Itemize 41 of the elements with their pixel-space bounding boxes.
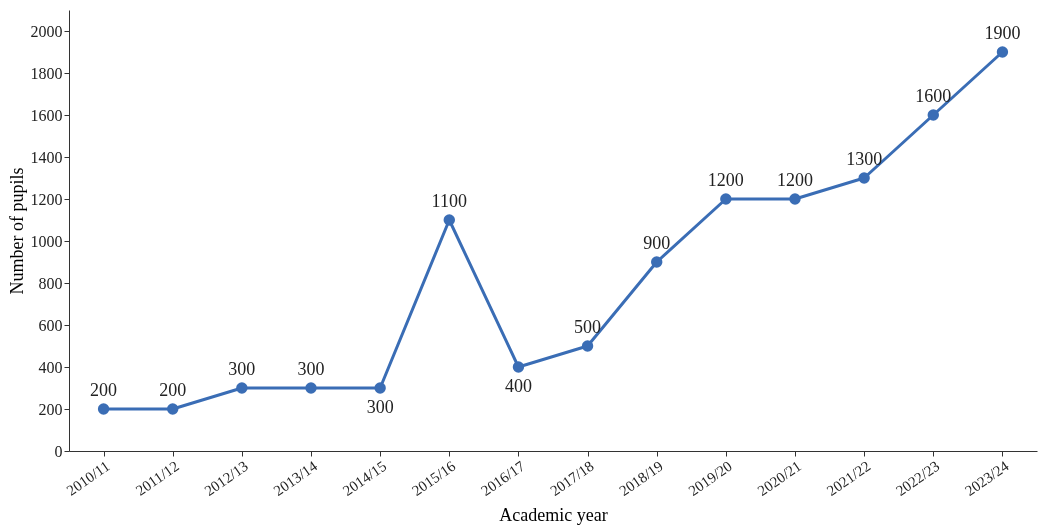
point [236, 382, 248, 394]
point [305, 382, 317, 394]
point [167, 403, 179, 415]
data-label: 200 [159, 380, 187, 400]
y-tick-label: 2000 [30, 22, 63, 40]
data-label: 900 [643, 233, 671, 253]
y-tick-label: 200 [38, 400, 63, 418]
point [720, 193, 732, 205]
point [651, 256, 663, 268]
y-tick-label: 1400 [30, 148, 63, 166]
data-label: 1600 [915, 86, 952, 106]
data-label: 300 [228, 359, 256, 379]
y-tick-label: 600 [38, 316, 63, 334]
point [927, 109, 939, 121]
point [443, 214, 455, 226]
data-label: 300 [366, 397, 394, 417]
point [581, 340, 594, 352]
y-tick-label: 1200 [30, 190, 63, 208]
data-label: 1200 [777, 170, 813, 190]
y-tick-label: 0 [54, 442, 63, 460]
point [97, 403, 110, 415]
y-tick-label: 1600 [30, 106, 63, 124]
point [374, 382, 386, 394]
y-tick-label: 400 [38, 358, 63, 376]
data-label: 1900 [984, 23, 1021, 43]
y-tick-label: 800 [38, 274, 63, 292]
y-tick-label: 1800 [30, 64, 63, 82]
data-label: 400 [504, 376, 532, 396]
data-label: 300 [297, 359, 325, 379]
data-label: 200 [90, 380, 118, 400]
point [789, 193, 801, 205]
x-axis-title: Academic year [499, 504, 608, 525]
data-label: 1300 [846, 149, 883, 169]
y-axis-title: Number of pupils [6, 167, 27, 295]
y-tick-label: 1000 [30, 232, 63, 250]
point [858, 172, 870, 184]
point [512, 361, 525, 373]
data-label: 500 [574, 317, 602, 337]
data-label: 1100 [431, 191, 467, 211]
point [996, 46, 1009, 58]
data-label: 1200 [707, 170, 744, 190]
